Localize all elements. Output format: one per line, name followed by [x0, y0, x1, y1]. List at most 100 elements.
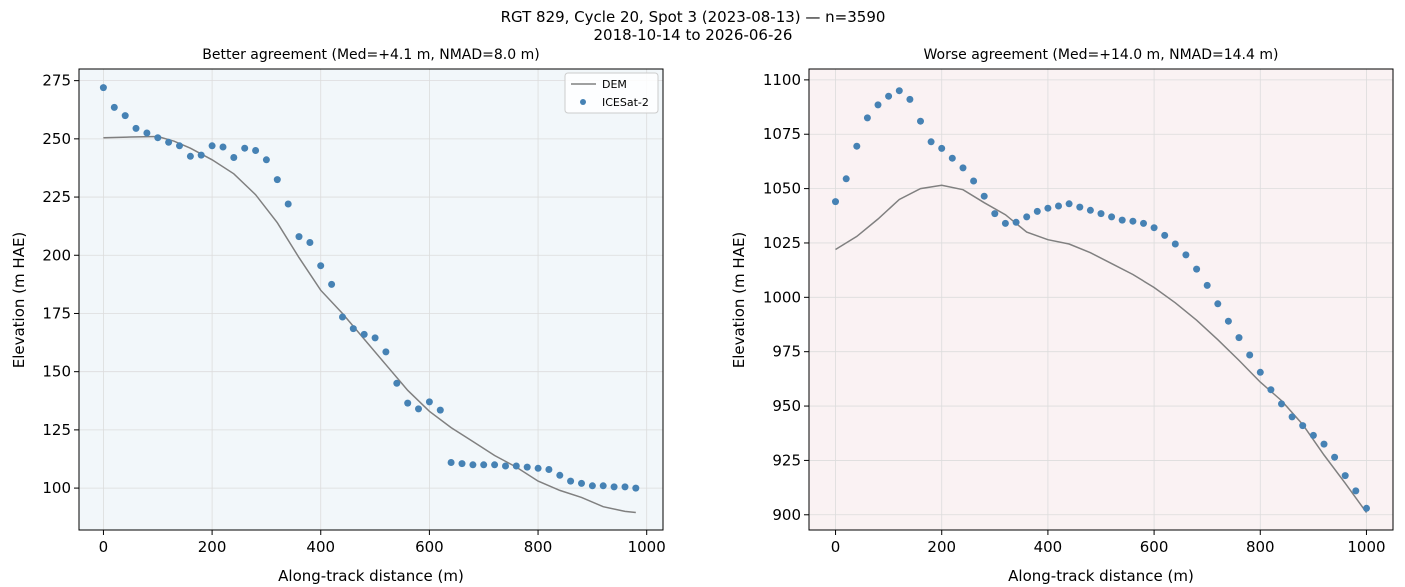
y-tick-label: 275: [42, 72, 71, 90]
figure-title-line1: RGT 829, Cycle 20, Spot 3 (2023-08-13) —…: [501, 8, 886, 26]
x-axis-label: Along-track distance (m): [1008, 567, 1194, 585]
icesat2-point: [1331, 453, 1339, 461]
icesat2-point: [895, 87, 903, 95]
icesat2-point: [349, 325, 357, 333]
icesat2-point: [1118, 216, 1126, 224]
icesat2-point: [959, 164, 967, 172]
icesat2-point: [502, 462, 509, 470]
icesat2-point: [252, 147, 260, 154]
icesat2-point: [99, 84, 107, 92]
x-tick-label: 800: [1246, 538, 1275, 556]
icesat2-point: [523, 463, 531, 471]
icesat2-point: [404, 399, 412, 407]
icesat2-point: [1140, 219, 1147, 227]
legend-box: [564, 72, 659, 114]
dem-line-series: [103, 135, 636, 514]
gridlines: [809, 69, 1393, 530]
icesat2-point: [262, 156, 270, 164]
plot-area-background: [79, 69, 663, 530]
icesat2-point: [842, 175, 850, 183]
icesat2-point: [567, 477, 575, 485]
y-axis-ticks: 900 925 950 975 1000 1025 1050 1075 1100: [763, 71, 809, 524]
dem-line-series: [835, 184, 1368, 514]
icesat2-point: [425, 398, 433, 406]
y-tick-label: 1100: [763, 71, 801, 89]
icesat2-point: [1246, 351, 1254, 359]
x-tick-label: 1000: [1347, 538, 1385, 556]
y-tick-label: 900: [772, 506, 801, 524]
icesat2-point: [1023, 213, 1031, 221]
icesat2-point: [458, 460, 466, 468]
x-tick-label: 0: [831, 538, 841, 556]
x-tick-label: 200: [927, 538, 956, 556]
x-axis-label: Along-track distance (m): [278, 567, 464, 585]
icesat2-point: [1256, 368, 1264, 376]
legend-icesat2-swatch: [580, 99, 586, 105]
icesat2-point: [556, 471, 564, 479]
icesat2-point: [1320, 440, 1328, 448]
icesat2-point: [1065, 200, 1073, 208]
icesat2-point: [230, 154, 238, 161]
icesat2-point: [863, 114, 871, 122]
icesat2-point: [1203, 281, 1211, 289]
dem-line: [835, 184, 1368, 514]
icesat2-point: [491, 461, 499, 469]
icesat2-point: [1278, 400, 1285, 408]
icesat2-point: [1309, 431, 1317, 439]
icesat2-point: [447, 459, 455, 466]
icesat2-point: [1235, 334, 1243, 342]
icesat2-point: [1129, 217, 1137, 225]
icesat2-point: [885, 92, 893, 100]
icesat2-point: [197, 151, 205, 159]
x-tick-label: 400: [1034, 538, 1063, 556]
icesat2-point: [317, 262, 325, 270]
icesat2-point: [588, 482, 596, 490]
y-axis-label: Elevation (m HAE): [10, 232, 28, 369]
x-tick-label: 800: [524, 538, 553, 556]
icesat2-point: [186, 152, 194, 160]
icesat2-point: [284, 200, 292, 208]
plot-area-background: [809, 69, 1393, 530]
icesat2-point: [1224, 317, 1232, 325]
y-tick-label: 975: [772, 343, 801, 361]
y-tick-label: 250: [42, 130, 71, 148]
icesat2-point: [1288, 413, 1296, 421]
icesat2-point: [948, 154, 956, 162]
icesat2-point: [176, 142, 183, 150]
x-tick-label: 600: [1140, 538, 1169, 556]
x-tick-label: 0: [99, 538, 109, 556]
plot-frame: [78, 68, 664, 531]
y-tick-label: 150: [42, 363, 71, 381]
icesat2-point: [927, 138, 935, 146]
icesat2-point: [632, 484, 640, 492]
x-tick-label: 1000: [628, 538, 666, 556]
icesat2-point: [534, 464, 542, 472]
icesat2-point: [436, 406, 444, 414]
icesat2-point: [578, 479, 585, 487]
y-tick-label: 225: [42, 188, 71, 206]
icesat2-point: [154, 134, 162, 142]
icesat2-point: [1341, 472, 1349, 480]
x-axis-ticks: 0 200 400 600 800 1000: [99, 530, 666, 556]
icesat2-point: [121, 112, 129, 120]
icesat2-point: [382, 348, 390, 356]
legend: DEM ICESat-2: [564, 72, 659, 114]
icesat2-point: [273, 176, 281, 184]
icesat2-point: [1352, 487, 1360, 495]
icesat2-point: [1076, 203, 1084, 211]
icesat2-point: [469, 461, 477, 469]
icesat2-point: [360, 330, 368, 338]
icesat2-point: [110, 103, 118, 111]
icesat2-point: [1055, 202, 1062, 210]
icesat2-point: [832, 198, 839, 206]
y-tick-label: 1000: [763, 288, 801, 306]
icesat2-point: [143, 129, 151, 137]
y-tick-label: 100: [42, 479, 71, 497]
icesat2-point: [295, 233, 303, 241]
icesat2-point: [219, 143, 227, 151]
icesat2-point: [165, 138, 173, 146]
y-tick-label: 1050: [763, 180, 801, 198]
icesat2-point: [1108, 213, 1116, 221]
icesat2-point: [970, 177, 978, 185]
x-axis-ticks: 0 200 400 600 800 1000: [831, 530, 1386, 556]
